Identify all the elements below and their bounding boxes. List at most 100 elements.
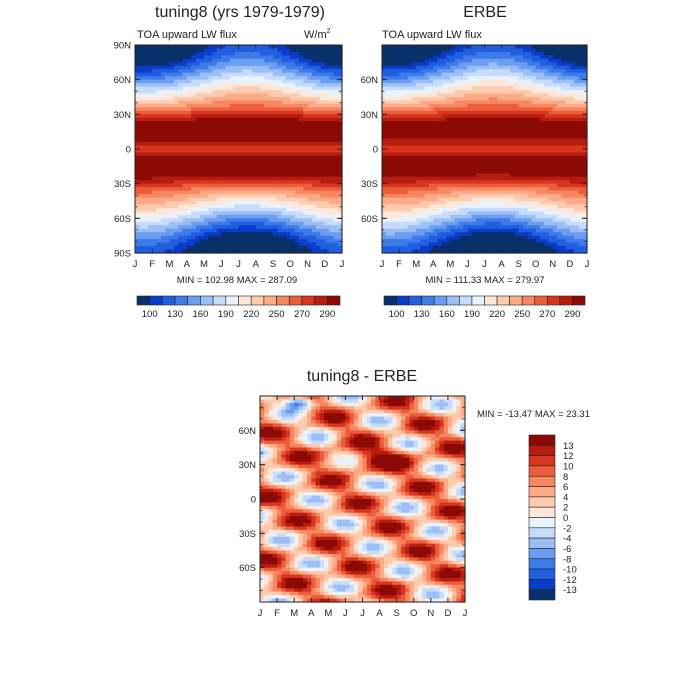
panel2-cell [548, 76, 554, 81]
panel2-cell [475, 86, 481, 91]
panel2-cell [403, 169, 409, 174]
panel2-cell [561, 131, 567, 136]
panel2-cell [574, 155, 580, 160]
panel1-cell [277, 110, 283, 115]
panel1-cell [182, 218, 188, 223]
panel2-cell [561, 103, 567, 108]
panel1-cell [307, 204, 313, 209]
panel1-cell [320, 124, 326, 129]
panel1-cell [247, 162, 253, 167]
panel2-cell [454, 90, 460, 95]
panel2-cell [484, 86, 490, 91]
panel2-cell [565, 100, 571, 105]
panel1-cell [204, 246, 209, 251]
panel1-cell [178, 214, 184, 219]
panel1-cell [324, 166, 330, 171]
panel2-cell [552, 173, 558, 178]
panel2-cell [544, 72, 550, 77]
panel2-cell [514, 142, 520, 147]
panel2-cell [540, 62, 545, 67]
panel2-cell [394, 100, 400, 105]
panel1-cell [320, 180, 326, 185]
panel2-cell [535, 107, 541, 112]
panel2-cell [510, 110, 515, 115]
panel1-xtick-label: A [253, 259, 260, 270]
panel2-cell [505, 138, 511, 143]
panel2-cell [463, 173, 469, 178]
panel1-cell [173, 55, 179, 60]
panel1-cell [273, 194, 278, 199]
panel2-cell [484, 180, 490, 185]
panel2-cell [428, 121, 434, 126]
panel1-cell [216, 51, 222, 56]
panel1-cell [303, 239, 309, 244]
panel2-cell [399, 121, 404, 126]
panel1-cell [169, 162, 175, 167]
panel2-cell [382, 145, 387, 150]
panel2-cell [390, 128, 396, 133]
panel1-cell [303, 155, 309, 160]
panel2-cell [411, 135, 417, 140]
panel1-cell [169, 110, 175, 115]
panel1-cell [156, 103, 162, 108]
panel1-cell [264, 155, 270, 160]
panel2-cell [475, 114, 481, 119]
panel1-cell [199, 235, 205, 240]
panel1-cell [135, 117, 140, 122]
panel1-cell [165, 145, 171, 150]
panel1-cell [212, 69, 218, 74]
panel2-cell [582, 173, 588, 178]
panel1-cell [242, 166, 248, 171]
panel2-cell [386, 114, 392, 119]
panel1-cell [169, 180, 175, 185]
panel2-cell [497, 110, 503, 115]
panel2-cell [565, 155, 571, 160]
panel1-cell [311, 55, 317, 60]
panel2-cell [433, 55, 439, 60]
panel2-cell [514, 166, 520, 171]
panel2-cell [527, 48, 533, 53]
panel1-cell [238, 93, 244, 98]
panel1-cell [260, 128, 265, 133]
panel2-cell [450, 79, 456, 84]
panel2-cell [399, 117, 404, 122]
panel2-cell [569, 103, 575, 108]
panel2-cell [411, 149, 417, 154]
panel2-cell [467, 55, 473, 60]
panel2-cell [458, 135, 464, 140]
panel2-cell [424, 166, 430, 171]
panel2-cell [467, 90, 473, 95]
panel1-cell [294, 211, 300, 216]
panel1-cell [311, 225, 317, 230]
panel1-cell [337, 149, 343, 154]
panel2-cell [582, 58, 588, 63]
panel2-cell [548, 72, 554, 77]
panel1-cell [320, 221, 326, 226]
panel1-cell [199, 187, 205, 192]
panel2-cell [578, 114, 584, 119]
panel2-cell [557, 121, 562, 126]
panel2-cell [484, 135, 490, 140]
panel1-cell [152, 117, 158, 122]
panel1-cell [333, 135, 339, 140]
panel2-cell [471, 124, 477, 129]
panel2-cell [399, 93, 404, 98]
panel2-cell [475, 90, 481, 95]
panel2-cell [467, 155, 473, 160]
panel2-cell [450, 48, 456, 53]
panel1-cell [273, 121, 278, 126]
panel1-cell [307, 228, 313, 233]
panel1-cell [212, 176, 218, 181]
panel2-cell [561, 55, 567, 60]
panel2-cell [433, 124, 439, 129]
panel1-cell [238, 121, 244, 126]
panel1-cell [152, 176, 158, 181]
panel2-cell [433, 76, 439, 81]
panel1-cell [225, 239, 231, 244]
panel1-cell [165, 79, 171, 84]
panel1-cell [264, 187, 270, 192]
panel1-cell [212, 166, 218, 171]
panel1-cell [229, 207, 235, 212]
panel1-cell [255, 93, 261, 98]
panel2-cell [411, 69, 417, 74]
